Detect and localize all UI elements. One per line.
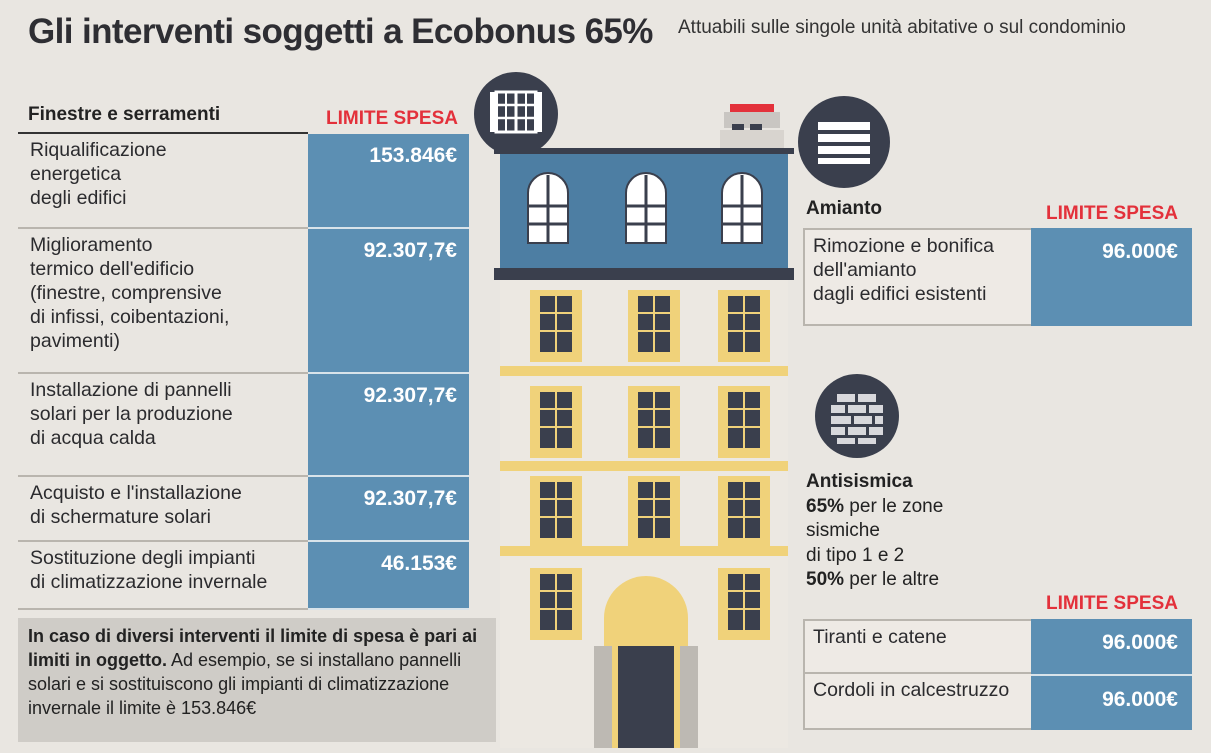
antisismica-line-4: 50% per le altre — [806, 569, 940, 590]
finestre-row-4-desc: Acquisto e l'installazione di schermatur… — [18, 477, 308, 542]
antisismica-limit-label: LIMITE SPESA — [1046, 593, 1178, 614]
amianto-desc: Rimozione e bonifica dell'amianto dagli … — [803, 228, 1031, 326]
page-subtitle: Attuabili sulle singole unità abitative … — [678, 17, 1126, 38]
building-illustration — [494, 98, 794, 748]
finestre-row-5-value: 46.153€ — [308, 542, 469, 610]
finestre-row-2-value: 92.307,7€ — [308, 229, 469, 374]
finestre-row-3-desc: Installazione di pannelli solari per la … — [18, 374, 308, 477]
finestre-row-1-desc: Riqualificazione energetica degli edific… — [18, 134, 308, 229]
window-icon — [474, 72, 558, 156]
page-title: Gli interventi soggetti a Ecobonus 65% — [28, 12, 653, 51]
finestre-row-2-desc: Miglioramento termico dell'edificio (fin… — [18, 229, 308, 374]
finestre-title: Finestre e serramenti — [28, 104, 221, 125]
asbestos-panel-icon — [798, 96, 890, 188]
finestre-row-5-desc: Sostituzione degli impianti di climatizz… — [18, 542, 308, 610]
finestre-divider — [18, 132, 308, 134]
amianto-limit-label: LIMITE SPESA — [1046, 203, 1178, 224]
finestre-row-1-value: 153.846€ — [308, 134, 469, 229]
finestre-row-4-value: 92.307,7€ — [308, 477, 469, 542]
antisismica-line-3: di tipo 1 e 2 — [806, 544, 905, 566]
finestre-limit-label: LIMITE SPESA — [326, 108, 458, 129]
antisismica-row-2-desc: Cordoli in calcestruzzo — [803, 674, 1031, 730]
antisismica-row-1-value: 96.000€ — [1031, 619, 1192, 674]
brick-wall-icon — [815, 374, 899, 458]
amianto-title: Amianto — [806, 198, 882, 219]
finestre-row-3-value: 92.307,7€ — [308, 374, 469, 477]
antisismica-line-2: sismiche — [806, 520, 880, 541]
antisismica-title: Antisismica — [806, 471, 913, 492]
note-box: In caso di diversi interventi il limite … — [18, 618, 496, 742]
antisismica-row-1-desc: Tiranti e catene — [803, 619, 1031, 674]
note-bold: In caso di diversi interventi il limite … — [28, 626, 478, 670]
note-text: Ad esempio, se si installano pannelli so… — [28, 650, 462, 718]
antisismica-row-2-value: 96.000€ — [1031, 674, 1192, 730]
antisismica-block: Antisismica 65% per le zone sismiche di … — [806, 470, 943, 593]
amianto-value: 96.000€ — [1031, 228, 1192, 326]
antisismica-line-1: 65% per le zone — [806, 495, 944, 517]
